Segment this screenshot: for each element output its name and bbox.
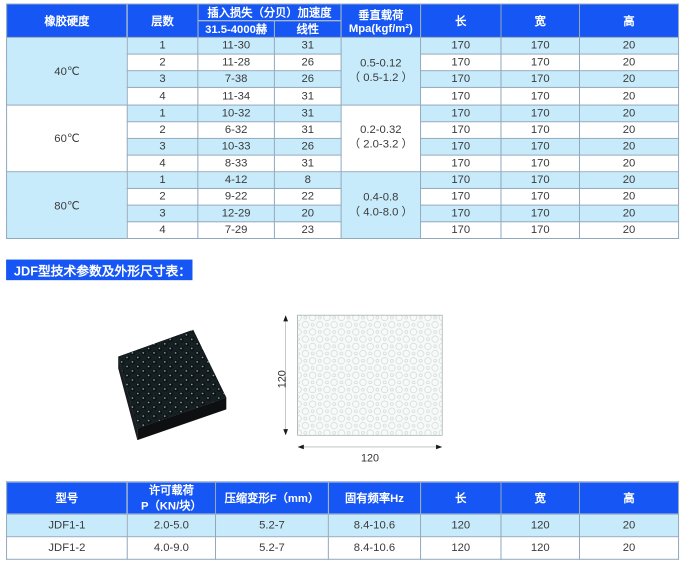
svg-text:120: 120 [361,453,379,465]
